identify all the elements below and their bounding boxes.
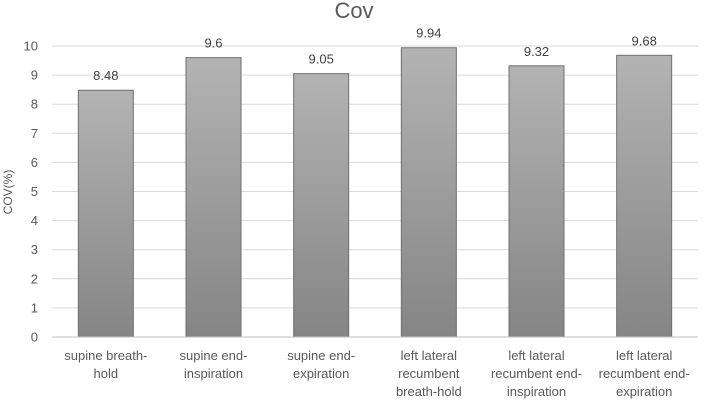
bar xyxy=(77,89,134,338)
y-tick-label: 5 xyxy=(31,184,38,199)
x-tick-labels: supine breath-hold supine end-inspiration… xyxy=(64,348,689,399)
data-label: 9.94 xyxy=(416,26,441,41)
bar xyxy=(508,65,565,338)
x-tick-label: supine breath-hold xyxy=(64,348,147,381)
gridlines xyxy=(52,45,698,309)
y-tick-label: 9 xyxy=(31,68,38,83)
x-tick-label: left lateral recumbent breath-hold xyxy=(396,348,462,399)
data-label: 9.32 xyxy=(524,44,549,59)
y-tick-label: 7 xyxy=(31,126,38,141)
y-tick-label: 6 xyxy=(31,155,38,170)
chart-title: Cov xyxy=(334,0,373,23)
x-tick-label: supine end-inspiration xyxy=(180,348,248,381)
y-tick-label: 2 xyxy=(31,271,38,286)
y-tick-label: 4 xyxy=(31,213,38,228)
y-tick-label: 0 xyxy=(31,330,38,345)
y-tick-label: 10 xyxy=(24,39,38,54)
data-label: 9.05 xyxy=(309,52,334,67)
bar xyxy=(400,47,457,338)
data-label: 9.6 xyxy=(204,36,222,51)
x-tick-label: left lateral recumbent end-inspiration xyxy=(491,348,582,399)
data-label: 9.68 xyxy=(632,33,657,48)
x-tick-label: left lateral recumbent end-expiration xyxy=(599,348,690,399)
bar xyxy=(293,73,350,338)
x-tick-label: supine end-expiration xyxy=(287,348,355,381)
data-label: 8.48 xyxy=(93,68,118,83)
y-tick-label: 1 xyxy=(31,300,38,315)
y-tick-label: 3 xyxy=(31,242,38,257)
y-tick-labels: 0 1 2 3 4 5 6 7 8 9 10 xyxy=(24,39,38,345)
y-axis-label: COV(%) xyxy=(1,170,15,215)
bars xyxy=(77,47,673,338)
y-tick-label: 8 xyxy=(31,97,38,112)
bar xyxy=(616,54,673,338)
bar xyxy=(185,57,242,338)
data-labels: 8.48 9.6 9.05 9.94 9.32 9.68 xyxy=(93,26,657,83)
